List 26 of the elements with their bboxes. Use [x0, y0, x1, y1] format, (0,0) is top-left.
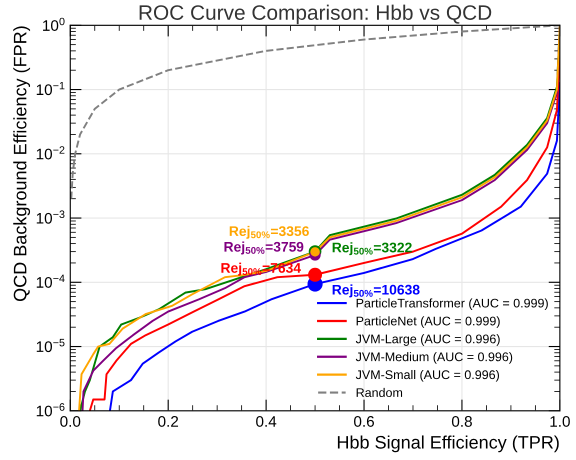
legend-label: JVM-Medium (AUC = 0.996) [356, 352, 512, 364]
chart-title: ROC Curve Comparison: Hbb vs QCD [140, 4, 492, 24]
legend-label: JVM-Small (AUC = 0.996) [356, 370, 499, 382]
y-tick-label: 10$^{0}$ [43, 18, 65, 31]
annotation: Rej$_{50%}$=3356 [230, 226, 309, 239]
x-axis-title: Hbb Signal Efficiency (TPR) [338, 435, 559, 452]
x-tick-label: 0.0 [60, 416, 80, 427]
legend-label: ParticleNet (AUC = 0.999) [356, 316, 500, 328]
x-tick-label: 0.6 [354, 416, 374, 427]
y-tick-label: 10$^{−6}$ [36, 403, 64, 416]
legend-label: ParticleTransformer (AUC = 0.999) [356, 298, 548, 310]
y-tick-label: 10$^{−5}$ [36, 338, 64, 352]
annotation: Rej$_{50%}$=3759 [224, 242, 304, 254]
legend-label: JVM-Large (AUC = 0.996) [356, 334, 500, 346]
y-tick-label: 10$^{−1}$ [36, 82, 64, 96]
y-tick-label: 10$^{−3}$ [36, 210, 64, 224]
y-tick-label: 10$^{−4}$ [36, 274, 65, 288]
x-tick-label: 0.2 [158, 416, 178, 427]
legend-label: Random [356, 388, 402, 398]
annotation: Rej$_{50%}$=3322 [332, 242, 412, 256]
annotation: Rej$_{50%}$=10638 [332, 284, 420, 298]
x-tick-label: 0.4 [256, 416, 276, 427]
x-tick-label: 1.0 [550, 416, 570, 427]
y-tick-label: 10$^{−2}$ [36, 146, 64, 160]
x-tick-label: 0.8 [452, 416, 472, 427]
y-axis-title: QCD Background Efficiency (FPR) [13, 26, 30, 302]
